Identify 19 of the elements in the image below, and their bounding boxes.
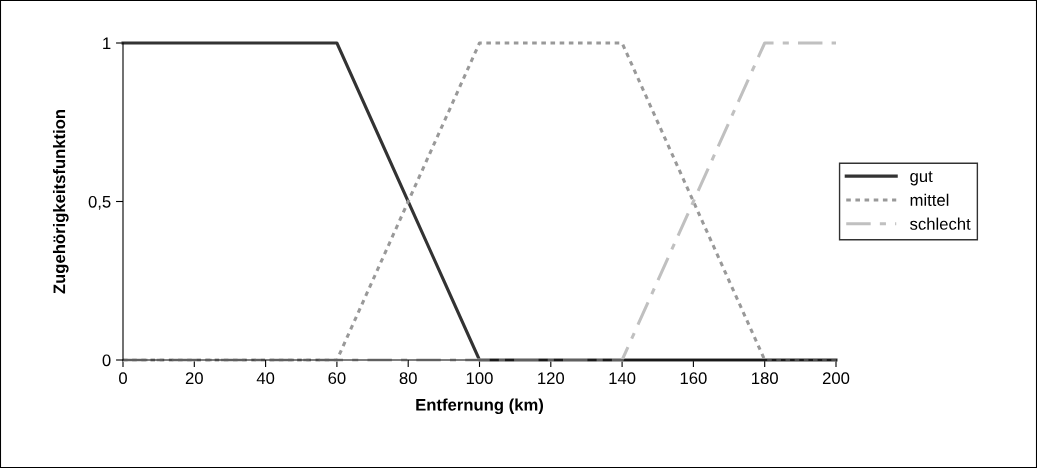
legend-label: mittel — [910, 193, 949, 206]
y-tick-label: 0 — [102, 354, 111, 367]
y-tick-label: 1 — [103, 37, 111, 50]
x-axis-title: Entfernung (km) — [416, 398, 544, 415]
x-tick-label: 160 — [680, 372, 707, 385]
x-tick-label: 0 — [119, 372, 127, 385]
y-tick-label: 0,5 — [88, 195, 111, 210]
legend-label: schlecht — [910, 217, 971, 230]
y-axis-title: Zugehörigkeitsfunktion — [52, 109, 69, 294]
x-tick-label: 120 — [538, 372, 565, 385]
x-tick-label: 180 — [752, 372, 778, 385]
x-tick-label: 40 — [256, 372, 275, 385]
x-tick-label: 200 — [822, 372, 850, 385]
x-tick-label: 140 — [609, 372, 636, 385]
x-tick-label: 60 — [328, 372, 346, 385]
legend-label: gut — [910, 171, 933, 186]
x-tick-label: 80 — [399, 372, 417, 385]
x-tick-label: 100 — [466, 372, 493, 385]
x-tick-label: 20 — [185, 372, 203, 385]
